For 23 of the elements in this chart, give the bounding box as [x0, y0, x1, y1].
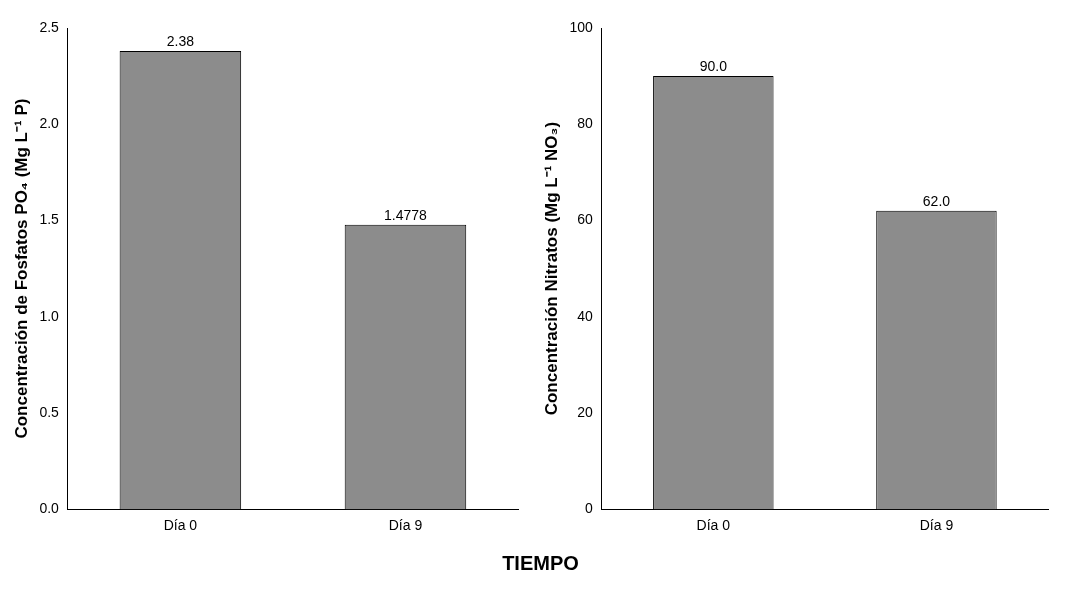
y-tick-label: 2.5	[39, 18, 60, 35]
data-label: 90.0	[699, 57, 728, 74]
y-tick-label: 0	[584, 500, 593, 517]
y-tick-label: 60	[577, 211, 593, 228]
y-axis-title: Concentración de Fosfatos PO₄ (Mg L⁻¹ P)	[11, 98, 31, 439]
y-tick-label: 1.5	[39, 211, 60, 228]
y-tick-label: 80	[577, 115, 593, 132]
x-tick-label: Día 0	[163, 517, 198, 534]
y-tick-label: 2.0	[39, 115, 60, 132]
data-label: 2.38	[166, 32, 195, 49]
x-axis-title: TIEMPO	[501, 552, 580, 575]
y-axis-title: Concentración Nitratos (Mg L⁻¹ NO₃)	[541, 121, 561, 416]
y-tick-label: 100	[569, 18, 593, 35]
x-tick-label: Día 0	[696, 517, 731, 534]
x-tick-label: Día 9	[388, 517, 423, 534]
y-tick-label: 20	[577, 403, 593, 420]
data-label: 62.0	[922, 192, 951, 209]
y-tick-label: 40	[577, 307, 593, 324]
y-tick-label: 1.0	[39, 307, 60, 324]
y-tick-label: 0.0	[39, 500, 60, 517]
y-tick-label: 0.5	[39, 403, 60, 420]
x-tick-label: Día 9	[919, 517, 954, 534]
data-label: 1.4778	[384, 206, 428, 223]
